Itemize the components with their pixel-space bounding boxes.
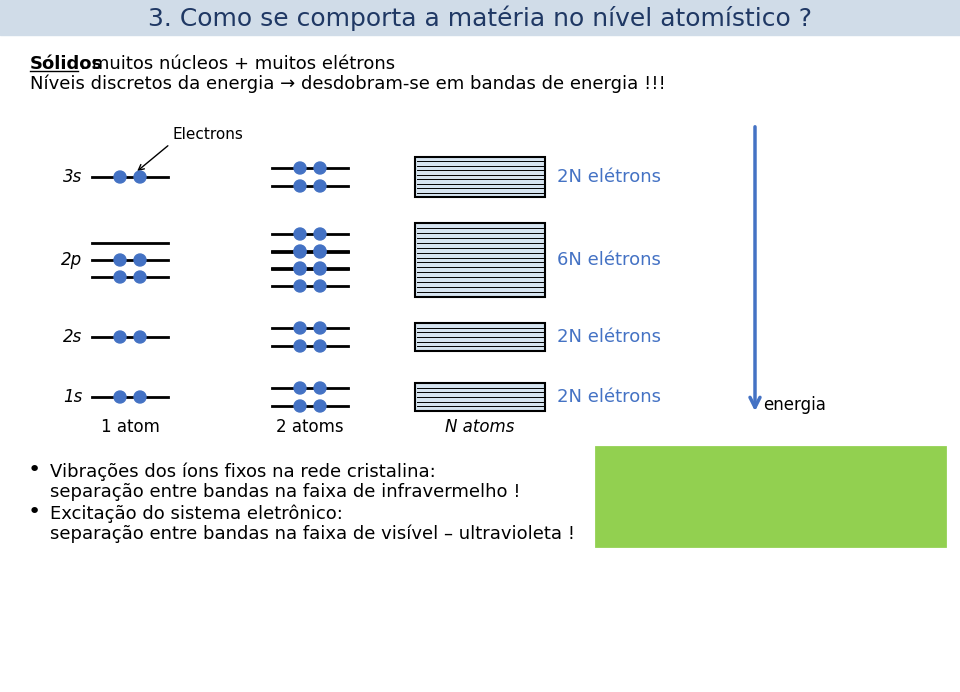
Circle shape (294, 228, 306, 240)
Circle shape (314, 162, 326, 174)
Text: 6N elétrons: 6N elétrons (557, 251, 660, 269)
Text: energia: energia (763, 396, 826, 414)
Circle shape (134, 271, 146, 283)
Circle shape (314, 246, 326, 258)
Circle shape (294, 262, 306, 274)
Text: 2s: 2s (62, 328, 82, 346)
Circle shape (114, 391, 126, 403)
Circle shape (294, 400, 306, 412)
Text: 1 atom: 1 atom (101, 418, 159, 436)
Bar (0, 0, 960, 35)
Text: 2N elétrons: 2N elétrons (557, 168, 661, 186)
Circle shape (294, 162, 306, 174)
Circle shape (314, 245, 326, 257)
Text: •: • (28, 502, 41, 522)
Circle shape (134, 331, 146, 343)
Circle shape (314, 382, 326, 394)
Circle shape (294, 322, 306, 334)
Circle shape (314, 228, 326, 240)
Text: •: • (28, 460, 41, 480)
Circle shape (294, 245, 306, 257)
Text: separação entre bandas na faixa de infravermelho !: separação entre bandas na faixa de infra… (50, 483, 520, 501)
Text: : muitos núcleos + muitos elétrons: : muitos núcleos + muitos elétrons (80, 55, 396, 73)
Circle shape (314, 180, 326, 192)
Circle shape (314, 280, 326, 292)
Circle shape (314, 262, 326, 274)
Bar (415, 223, 545, 297)
Text: 3. Como se comporta a matéria no nível atomístico ?: 3. Como se comporta a matéria no nível a… (148, 6, 812, 30)
Circle shape (294, 246, 306, 258)
Bar (415, 157, 545, 197)
Circle shape (114, 331, 126, 343)
Text: 2N elétrons: 2N elétrons (557, 328, 661, 346)
Circle shape (134, 254, 146, 266)
Text: 2p: 2p (60, 251, 82, 269)
Text: separação entre bandas na faixa de visível – ultravioleta !: separação entre bandas na faixa de visív… (50, 525, 575, 543)
Text: Electrons: Electrons (172, 127, 243, 142)
Circle shape (134, 391, 146, 403)
Text: 3s: 3s (62, 168, 82, 186)
Circle shape (314, 400, 326, 412)
Circle shape (294, 340, 306, 352)
FancyBboxPatch shape (596, 447, 945, 546)
Text: Níveis discretos da energia → desdobram-se em bandas de energia !!!: Níveis discretos da energia → desdobram-… (30, 75, 665, 93)
Text: Sólidos: Sólidos (30, 55, 103, 73)
Circle shape (294, 382, 306, 394)
Circle shape (294, 180, 306, 192)
Circle shape (294, 263, 306, 275)
Circle shape (114, 271, 126, 283)
Bar (415, 383, 545, 411)
Text: 2N elétrons: 2N elétrons (557, 388, 661, 406)
Text: De novo: existem faixas das
energias proibidas para o
elétron !!!: De novo: existem faixas das energias pro… (643, 466, 898, 527)
Text: Vibrações dos íons fixos na rede cristalina:: Vibrações dos íons fixos na rede cristal… (50, 463, 436, 481)
Text: N atoms: N atoms (445, 418, 515, 436)
Text: 2 atoms: 2 atoms (276, 418, 344, 436)
Circle shape (314, 340, 326, 352)
Circle shape (314, 322, 326, 334)
Circle shape (314, 263, 326, 275)
Bar (415, 323, 545, 351)
Circle shape (294, 280, 306, 292)
Circle shape (134, 171, 146, 183)
Circle shape (114, 254, 126, 266)
Circle shape (114, 171, 126, 183)
Text: 1s: 1s (62, 388, 82, 406)
Text: Excitação do sistema eletrônico:: Excitação do sistema eletrônico: (50, 504, 343, 523)
